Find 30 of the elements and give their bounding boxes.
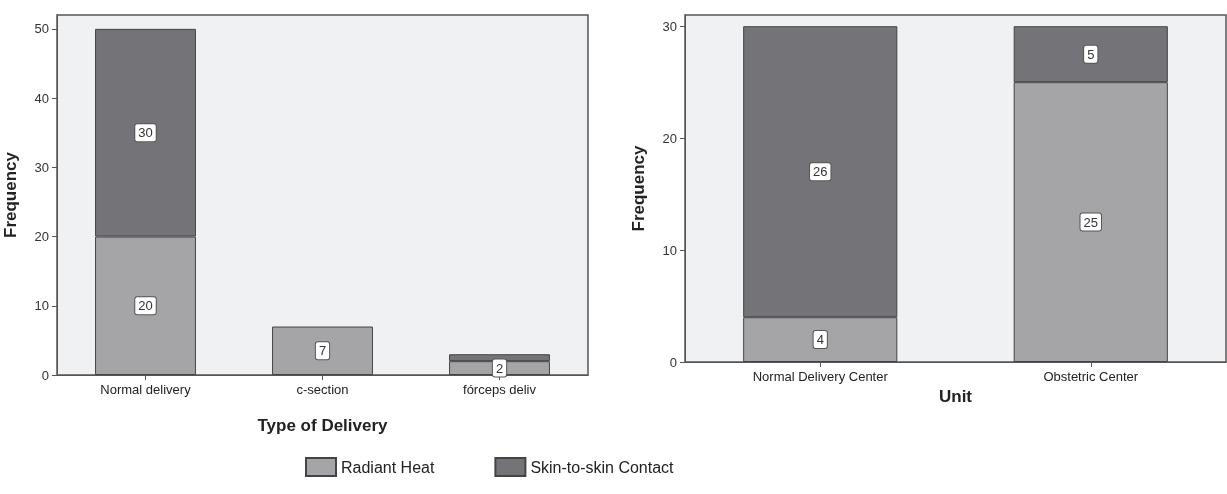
y-tick-label: 20	[662, 130, 677, 146]
x-tick-label: c-section	[296, 382, 349, 397]
y-tick-label: 30	[662, 18, 677, 34]
y-tick-label: 40	[34, 90, 49, 106]
x-axis-title: Type of Delivery	[257, 416, 389, 435]
y-tick-label: 10	[662, 242, 677, 258]
data-label: 7	[318, 343, 327, 359]
y-tick-label: 30	[34, 159, 49, 175]
data-label: 26	[813, 164, 828, 180]
y-tick-label: 20	[34, 229, 49, 245]
legend-label: Radiant Heat	[341, 458, 435, 476]
x-tick-label: Obstetric Center	[1043, 369, 1139, 384]
y-tick-label: 50	[34, 21, 49, 37]
data-label: 2	[495, 360, 504, 376]
y-axis-title: Frequency	[629, 144, 648, 232]
data-label: 4	[816, 332, 824, 348]
y-tick-label: 0	[41, 367, 49, 383]
data-label: 20	[138, 298, 153, 314]
data-label: 25	[1083, 214, 1098, 230]
x-axis-title: Unit	[938, 386, 973, 406]
data-label: 30	[138, 125, 153, 141]
bar	[272, 326, 373, 375]
y-tick-label: 10	[34, 298, 49, 314]
y-axis-title: Frequency	[1, 151, 20, 238]
x-tick-label: fórceps deliv	[463, 382, 537, 397]
x-tick-label: Normal delivery	[100, 382, 192, 397]
x-tick-label: Normal Delivery Center	[752, 369, 889, 384]
legend-label: Skin-to-skin Contact	[530, 458, 675, 476]
y-tick-label: 0	[669, 354, 677, 370]
data-label: 5	[1087, 46, 1095, 62]
